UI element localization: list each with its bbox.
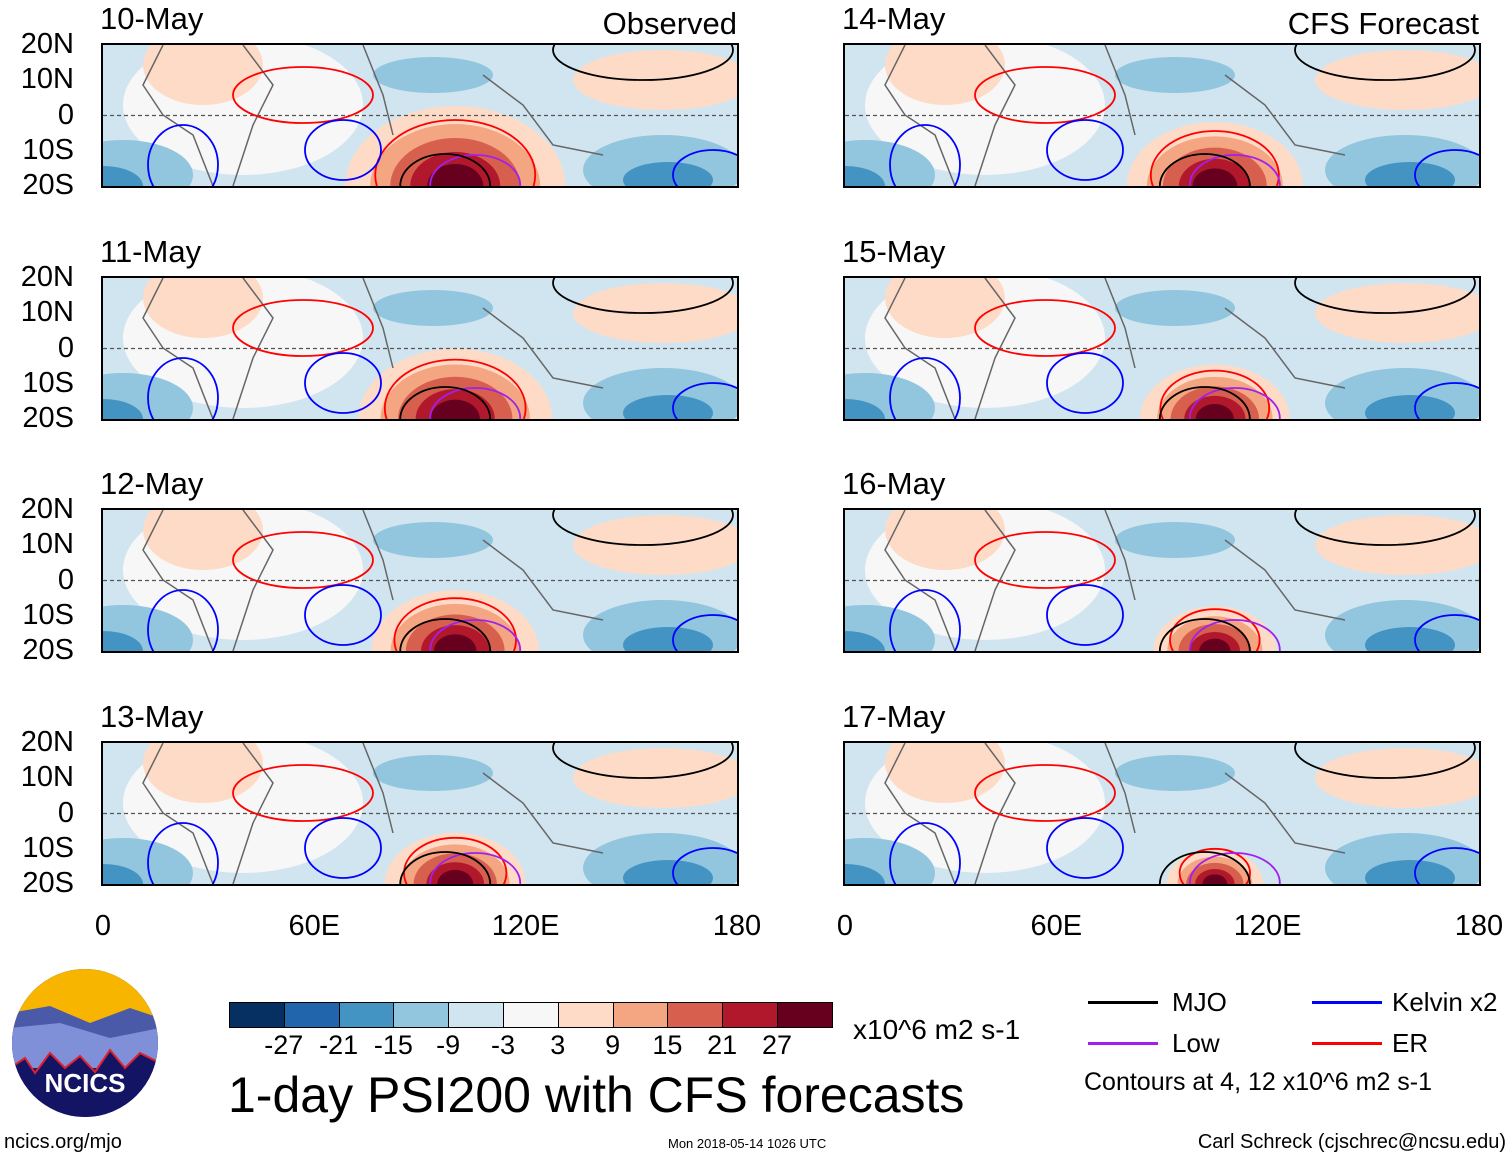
observed-header: Observed <box>602 6 737 41</box>
map-panel <box>843 741 1481 886</box>
lat-label: 10N <box>20 528 74 560</box>
lat-label: 20S <box>22 634 74 666</box>
colorbar-units: x10^6 m2 s-1 <box>853 1014 1021 1045</box>
colorbar-swatch <box>229 1002 285 1028</box>
map-panel <box>843 43 1481 188</box>
lon-label: 0 <box>94 910 112 942</box>
lat-label: 10S <box>22 367 74 399</box>
colorbar-swatch <box>777 1002 833 1028</box>
colorbar-swatch <box>283 1002 340 1028</box>
map-panel <box>101 508 739 653</box>
lat-label: 20S <box>22 402 74 434</box>
colorbar-swatch <box>448 1002 504 1028</box>
lat-label: 0 <box>57 98 74 131</box>
panel-date: 11-May <box>100 234 202 269</box>
map-panel <box>843 508 1481 653</box>
lat-label: 10S <box>22 134 74 166</box>
colorbar-label: -15 <box>373 1030 413 1060</box>
colorbar-label: 21 <box>707 1030 738 1060</box>
lon-label: 120E <box>1233 910 1302 942</box>
panel-date: 12-May <box>100 466 204 501</box>
lat-label: 10N <box>20 761 74 793</box>
colorbar-swatch <box>722 1002 778 1028</box>
panel-date: 13-May <box>100 699 204 734</box>
lat-label: 20S <box>22 169 74 201</box>
legend-er-line <box>1312 1042 1382 1045</box>
colorbar-label: 15 <box>652 1030 683 1060</box>
lat-label: 0 <box>57 563 74 596</box>
colorbar-swatch <box>338 1002 395 1028</box>
colorbar-label: -27 <box>264 1030 304 1060</box>
lon-label: 180 <box>712 910 762 942</box>
colorbar-label: 27 <box>761 1030 793 1060</box>
lat-label: 10N <box>20 296 74 328</box>
legend-low-line <box>1088 1042 1158 1045</box>
footer-url[interactable]: ncics.org/mjo <box>4 1131 122 1153</box>
colorbar-swatch <box>612 1002 669 1028</box>
map-panel <box>101 43 739 188</box>
map-panel <box>101 741 739 886</box>
forecast-header: CFS Forecast <box>1287 6 1479 41</box>
footer-timestamp: Mon 2018-05-14 1026 UTC <box>668 1136 827 1151</box>
footer-author: Carl Schreck (cjschrec@ncsu.edu) <box>1197 1131 1506 1153</box>
panel-date: 14-May <box>842 1 946 36</box>
colorbar-label: -3 <box>490 1030 516 1060</box>
lat-label: 0 <box>57 331 74 364</box>
lon-label: 180 <box>1454 910 1504 942</box>
colorbar-swatch <box>667 1002 724 1028</box>
lon-label: 60E <box>1030 910 1083 942</box>
colorbar-label: -9 <box>436 1030 461 1060</box>
colorbar-label: -21 <box>319 1030 359 1060</box>
lat-label: 20N <box>20 726 74 758</box>
lat-label: 20S <box>22 867 74 899</box>
panel-date: 16-May <box>842 466 946 501</box>
lat-label: 10S <box>22 599 74 631</box>
lat-label: 20N <box>20 261 74 293</box>
legend-er: ER <box>1392 1028 1429 1058</box>
lat-label: 10N <box>20 63 74 95</box>
legend-mjo: MJO <box>1172 987 1227 1017</box>
lat-label: 20N <box>20 493 74 525</box>
lat-label: 20N <box>20 28 74 60</box>
legend-low: Low <box>1172 1028 1220 1058</box>
lat-label: 0 <box>57 796 74 829</box>
colorbar-swatch <box>393 1002 450 1028</box>
map-panel <box>101 276 739 421</box>
lon-label: 60E <box>288 910 341 942</box>
figure-title: 1-day PSI200 with CFS forecasts <box>228 1067 965 1123</box>
lat-label: 10S <box>22 832 74 864</box>
legend-kelvin: Kelvin x2 <box>1392 987 1498 1017</box>
panel-date: 10-May <box>100 1 204 36</box>
legend-kelvin-line <box>1312 1001 1382 1004</box>
colorbar-swatch <box>503 1002 559 1028</box>
contour-note: Contours at 4, 12 x10^6 m2 s-1 <box>1084 1068 1433 1096</box>
ncics-logo: NCICS <box>12 969 158 1117</box>
lon-label: 120E <box>491 910 560 942</box>
svg-text:NCICS: NCICS <box>45 1068 126 1098</box>
legend-mjo-line <box>1088 1001 1158 1004</box>
panel-date: 15-May <box>842 234 946 269</box>
colorbar-label: 3 <box>550 1030 566 1060</box>
colorbar-swatch <box>557 1002 614 1028</box>
map-panel <box>843 276 1481 421</box>
panel-date: 17-May <box>842 699 946 734</box>
lon-label: 0 <box>836 910 854 942</box>
colorbar-label: 9 <box>605 1030 621 1060</box>
